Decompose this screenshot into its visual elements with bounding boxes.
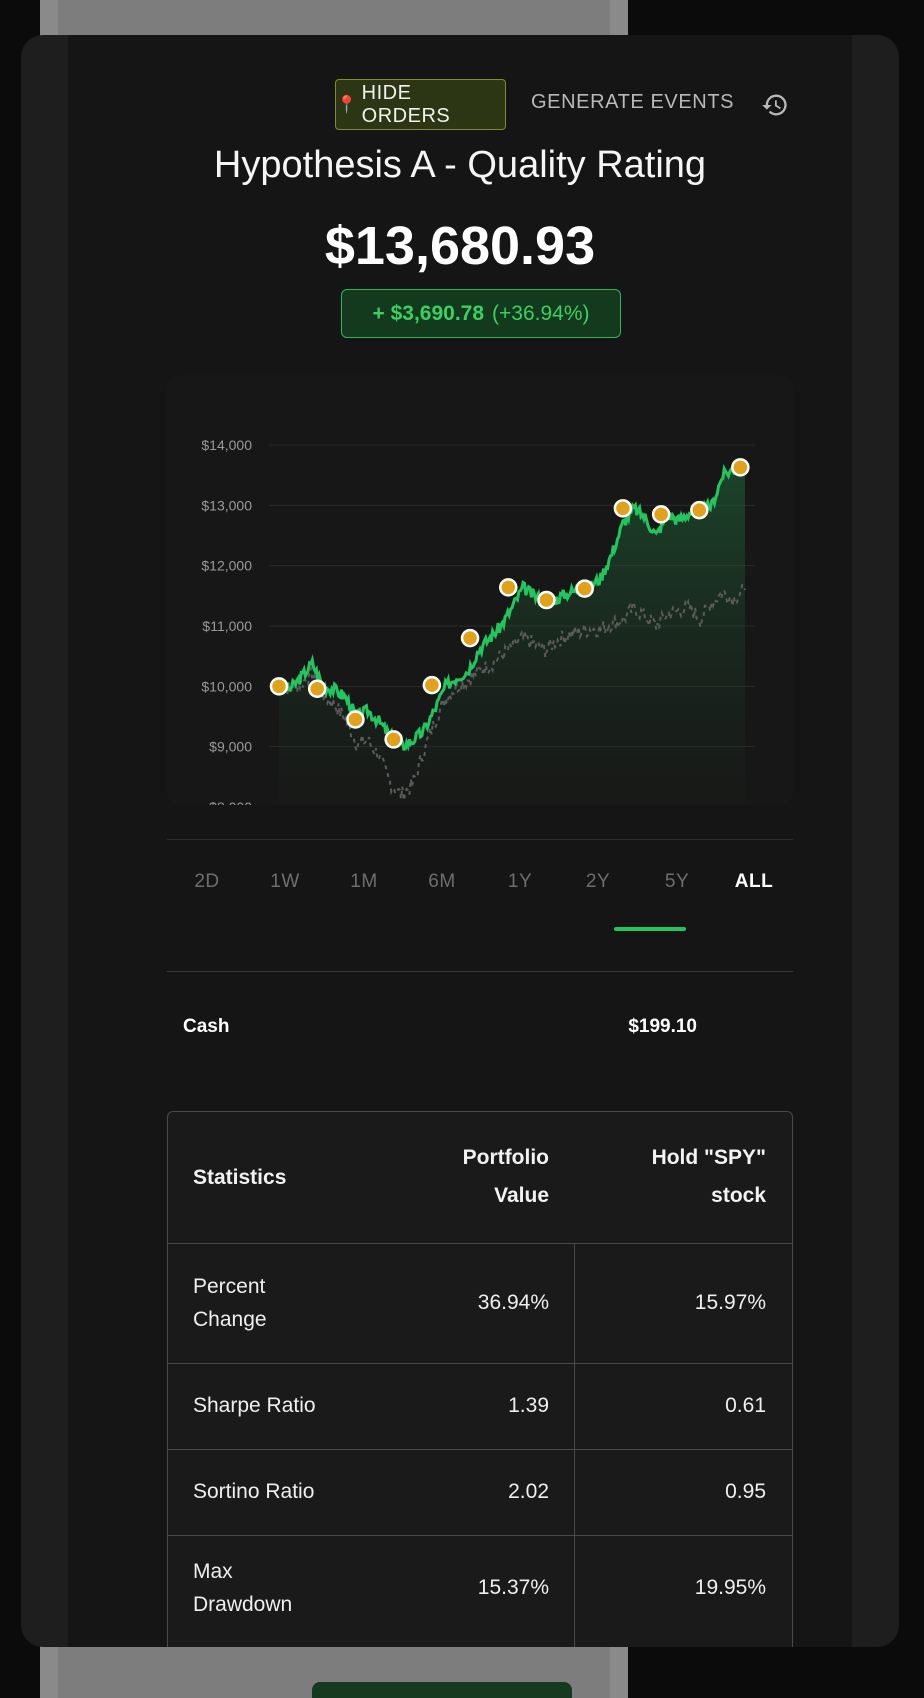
y-tick-label: $13,000: [201, 497, 252, 513]
tab-1w[interactable]: 1W: [270, 871, 300, 892]
range-tabs: 2D 1W 1M 6M 1Y 2Y 5Y ALL: [167, 871, 793, 931]
table-row: Sortino Ratio 2.02 0.95: [168, 1450, 792, 1536]
row-label-line2: Change: [193, 1308, 267, 1331]
row-label: Sharpe Ratio: [193, 1394, 316, 1417]
tab-all[interactable]: ALL: [734, 871, 774, 892]
row-portfolio-value: 15.37%: [477, 1576, 549, 1599]
statistics-table: Statistics Portfolio Value Hold "SPY" st…: [167, 1111, 793, 1647]
order-marker[interactable]: [651, 505, 671, 524]
divider: [167, 839, 793, 840]
portfolio-chart[interactable]: $14,000 $13,000 $12,000 $11,000 $10,000 $9,00…: [167, 375, 793, 805]
header-hold-line2: stock: [711, 1184, 766, 1207]
order-marker[interactable]: [575, 579, 594, 598]
toolbar: 📍 HIDE ORDERS GENERATE EVENTS: [68, 79, 852, 131]
tab-5y[interactable]: 5Y: [664, 871, 690, 892]
generate-events-button[interactable]: GENERATE EVENTS: [531, 91, 735, 113]
row-hold-value: 15.97%: [694, 1291, 766, 1314]
cash-label: Cash: [183, 1016, 230, 1037]
order-marker[interactable]: [269, 677, 289, 696]
row-portfolio-value: 1.39: [508, 1394, 549, 1417]
portfolio-area: [279, 460, 745, 805]
chart-svg: $14,000 $13,000 $12,000 $11,000 $10,000 $9,00…: [201, 437, 755, 805]
row-portfolio-value: 36.94%: [477, 1291, 549, 1314]
order-marker[interactable]: [537, 590, 556, 610]
row-label-line1: Max: [193, 1560, 233, 1583]
divider: [167, 971, 793, 972]
portfolio-modal: 📍 HIDE ORDERS GENERATE EVENTS Hypothesis…: [21, 35, 899, 1647]
order-marker[interactable]: [346, 710, 365, 729]
order-marker[interactable]: [731, 458, 750, 477]
order-marker[interactable]: [499, 578, 518, 597]
header-hold-spy: Hold "SPY" stock: [652, 1139, 766, 1215]
change-absolute: + $3,690.78: [372, 301, 485, 325]
row-label-line2: Drawdown: [193, 1593, 293, 1616]
tab-6m[interactable]: 6M: [428, 871, 456, 892]
row-portfolio-value: 2.02: [508, 1480, 549, 1503]
tab-1y[interactable]: 1Y: [507, 871, 533, 892]
header-portfolio-line1: Portfolio: [462, 1146, 549, 1169]
table-header: Statistics Portfolio Value Hold "SPY" st…: [168, 1112, 792, 1244]
cash-value: $199.10: [628, 1016, 697, 1037]
order-marker[interactable]: [307, 679, 327, 698]
header-statistics: Statistics: [193, 1166, 287, 1189]
hide-orders-button[interactable]: 📍 HIDE ORDERS: [335, 79, 506, 130]
order-marker[interactable]: [613, 499, 633, 518]
header-portfolio-line2: Value: [494, 1184, 549, 1207]
pin-icon: 📍: [336, 94, 358, 114]
tab-2y[interactable]: 2Y: [585, 871, 611, 892]
table-row: Sharpe Ratio 1.39 0.61: [168, 1364, 792, 1450]
table-row: Max Drawdown 15.37% 19.95%: [168, 1536, 792, 1647]
row-hold-value: 0.95: [725, 1480, 766, 1503]
order-marker[interactable]: [384, 730, 403, 749]
row-hold-value: 19.95%: [694, 1576, 766, 1599]
y-tick-label: $9,000: [209, 739, 252, 755]
header-portfolio-value: Portfolio Value: [463, 1139, 549, 1215]
header-hold-line1: Hold "SPY": [651, 1146, 766, 1169]
y-tick-label: $10,000: [201, 678, 252, 694]
active-tab-indicator: [614, 927, 686, 931]
y-tick-label: $8,000: [209, 799, 252, 805]
row-label-line1: Percent: [193, 1275, 266, 1298]
y-tick-label: $12,000: [201, 558, 252, 574]
page-title: Hypothesis A - Quality Rating: [213, 144, 707, 186]
change-badge: + $3,690.78 (+36.94%): [341, 289, 621, 338]
y-tick-label: $14,000: [201, 437, 252, 453]
portfolio-value: $13,680.93: [324, 216, 596, 276]
row-label: Max Drawdown: [193, 1555, 292, 1621]
background-button: [312, 1682, 572, 1698]
order-marker[interactable]: [422, 675, 442, 695]
row-label: Sortino Ratio: [193, 1480, 315, 1503]
history-icon[interactable]: [761, 91, 789, 119]
column-divider: [574, 1244, 575, 1647]
row-hold-value: 0.61: [725, 1394, 766, 1417]
order-marker[interactable]: [460, 628, 480, 648]
table-row: Percent Change 36.94% 15.97%: [168, 1244, 792, 1364]
y-tick-label: $11,000: [202, 618, 252, 634]
tab-1m[interactable]: 1M: [350, 871, 378, 892]
tab-2d[interactable]: 2D: [194, 871, 220, 892]
modal-content: 📍 HIDE ORDERS GENERATE EVENTS Hypothesis…: [68, 35, 852, 1647]
order-marker[interactable]: [690, 500, 709, 520]
row-label: Percent Change: [193, 1270, 267, 1336]
change-percent: (+36.94%): [492, 301, 590, 325]
hide-orders-label: HIDE ORDERS: [361, 81, 451, 127]
